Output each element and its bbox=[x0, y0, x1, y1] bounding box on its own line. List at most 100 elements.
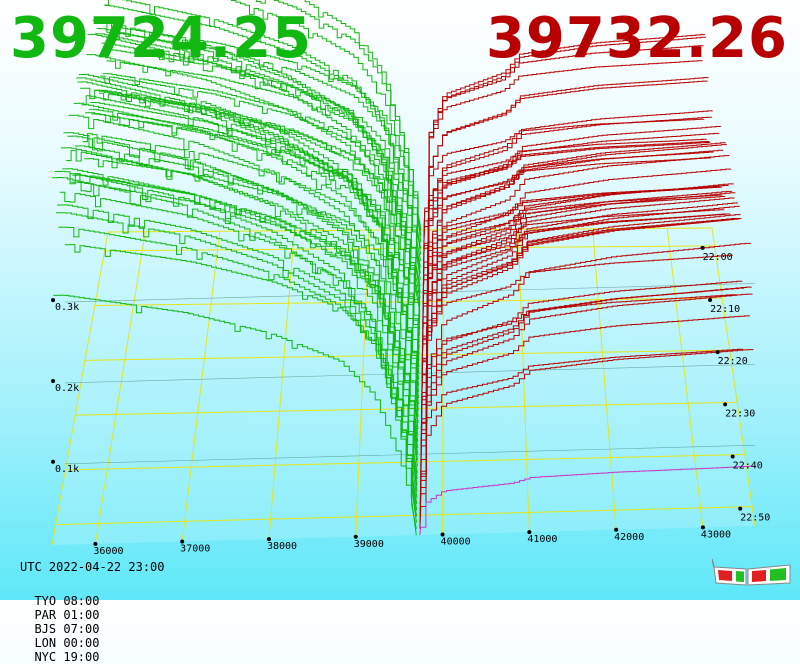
bid-depth-line bbox=[107, 49, 422, 262]
grid-layer bbox=[51, 227, 756, 546]
ask-depth-line bbox=[421, 142, 726, 367]
floor-right-edge bbox=[711, 227, 756, 527]
ask-depth-line bbox=[422, 116, 712, 299]
time-tick-dot bbox=[700, 245, 705, 250]
tz-paris: PAR 01:00 bbox=[34, 608, 100, 622]
ask-depth-line bbox=[420, 202, 739, 455]
3d-glasses-icon[interactable] bbox=[712, 557, 794, 591]
ask-depth-line bbox=[421, 213, 731, 399]
time-tick-label: 22:00 bbox=[703, 252, 733, 263]
ask-depth-line bbox=[419, 465, 755, 536]
ask-depth-line bbox=[421, 196, 726, 361]
time-gridline bbox=[85, 349, 730, 361]
bid-depth-line bbox=[55, 212, 418, 517]
ask-depth-line bbox=[420, 218, 738, 448]
ask-depth-line bbox=[423, 138, 707, 262]
ask-depth-line bbox=[421, 144, 727, 374]
time-tick-dot bbox=[715, 350, 720, 355]
ask-depth-line bbox=[419, 349, 754, 529]
ask-depth-line bbox=[420, 205, 740, 467]
ask-depth-line bbox=[420, 183, 734, 424]
bid-depth-line bbox=[105, 5, 421, 274]
bid-depth-line bbox=[90, 102, 420, 349]
time-gridline bbox=[65, 453, 745, 471]
bid-depth-line bbox=[52, 177, 417, 536]
bid-depth-line bbox=[69, 173, 419, 448]
utc-time: UTC 2022-04-22 23:00 bbox=[20, 560, 165, 574]
ask-depth-line bbox=[419, 286, 752, 517]
bid-depth-line bbox=[86, 54, 420, 368]
price-tick-dot bbox=[527, 530, 532, 535]
bid-depth-line bbox=[81, 95, 419, 392]
tz-beijing: BJS 07:00 bbox=[34, 622, 100, 636]
bid-depth-line bbox=[59, 191, 418, 498]
price-tick-label: 43000 bbox=[701, 529, 731, 540]
ask-depth-line bbox=[423, 34, 706, 249]
ask-depth-line bbox=[419, 315, 751, 504]
tz-tokyo: TYO 08:00 bbox=[34, 594, 100, 608]
bid-depth-line bbox=[91, 113, 420, 343]
time-tick-label: 22:20 bbox=[718, 356, 748, 367]
ask-depth-line bbox=[423, 36, 706, 255]
ask-depth-line bbox=[420, 254, 733, 417]
bid-depth-line bbox=[304, 0, 422, 243]
depth-tick-dot bbox=[51, 459, 56, 464]
bid-depth-line bbox=[53, 294, 417, 529]
ask-depth-line bbox=[422, 126, 721, 330]
bid-depth-line bbox=[78, 73, 419, 405]
floor-left-edge bbox=[51, 231, 109, 546]
bid-depth-line bbox=[114, 26, 422, 230]
bid-depth-line bbox=[93, 89, 420, 330]
tz-newyork: NYC 19:00 bbox=[34, 650, 100, 664]
ask-depth-line bbox=[419, 242, 751, 511]
ask-depth-line bbox=[420, 214, 741, 473]
price-tick-label: 40000 bbox=[441, 536, 471, 547]
depth-tick-dot bbox=[51, 298, 56, 303]
ask-depth-line bbox=[419, 348, 744, 492]
ask-depth-line bbox=[422, 151, 714, 311]
ask-depth-line bbox=[420, 192, 736, 436]
price-gridline bbox=[666, 228, 704, 528]
depth-tick-label: 0.1k bbox=[55, 464, 79, 475]
tz-london: LON 00:00 bbox=[34, 636, 100, 650]
time-tick-label: 22:50 bbox=[740, 513, 770, 524]
bid-depth-line bbox=[61, 147, 418, 492]
ask-depth-line bbox=[421, 190, 733, 411]
price-tick-dot bbox=[440, 532, 445, 537]
price-tick-label: 36000 bbox=[93, 546, 123, 557]
bid-depth-line bbox=[68, 114, 419, 455]
depth-gridline bbox=[65, 283, 756, 303]
price-tick-label: 37000 bbox=[180, 543, 210, 554]
time-gridline bbox=[75, 401, 738, 416]
ask-depth-line bbox=[419, 293, 753, 523]
price-tick-label: 41000 bbox=[527, 534, 557, 545]
bid-depth-line bbox=[72, 174, 419, 436]
depth-gridline bbox=[65, 444, 756, 465]
depth-tick-label: 0.3k bbox=[55, 302, 79, 313]
price-gridline bbox=[517, 229, 530, 533]
bid-depth-line bbox=[63, 132, 418, 480]
ask-depth-line bbox=[420, 280, 743, 486]
bid-depth-line bbox=[92, 19, 420, 336]
bid-depth-line bbox=[85, 112, 420, 374]
bid-depth-line bbox=[66, 150, 418, 467]
bid-depth-line bbox=[62, 168, 418, 486]
bid-depth-line bbox=[76, 77, 419, 417]
bid-depth-line bbox=[255, 0, 422, 237]
bid-depth-line bbox=[95, 33, 421, 324]
bid-depth-line bbox=[87, 33, 420, 361]
time-tick-label: 22:30 bbox=[725, 408, 755, 419]
time-tick-label: 22:10 bbox=[710, 304, 740, 315]
depth-chart: 36000 37000 38000 39000 40000 41000 42000 43000… bbox=[51, 0, 770, 557]
bid-depth-line bbox=[54, 170, 417, 523]
time-gridline bbox=[55, 506, 753, 526]
ask-depth-line bbox=[422, 141, 710, 280]
bid-depth-line bbox=[71, 181, 419, 442]
price-gridline bbox=[94, 231, 146, 544]
price-tick-label: 39000 bbox=[354, 539, 384, 550]
bid-depth-line bbox=[80, 87, 419, 399]
time-tick-label: 22:40 bbox=[733, 460, 763, 471]
price-gridline bbox=[442, 229, 445, 535]
time-tick-dot bbox=[730, 454, 735, 459]
timezone-row: TYO 08:00 PAR 01:00 BJS 07:00 LON 00:00 … bbox=[20, 580, 127, 664]
